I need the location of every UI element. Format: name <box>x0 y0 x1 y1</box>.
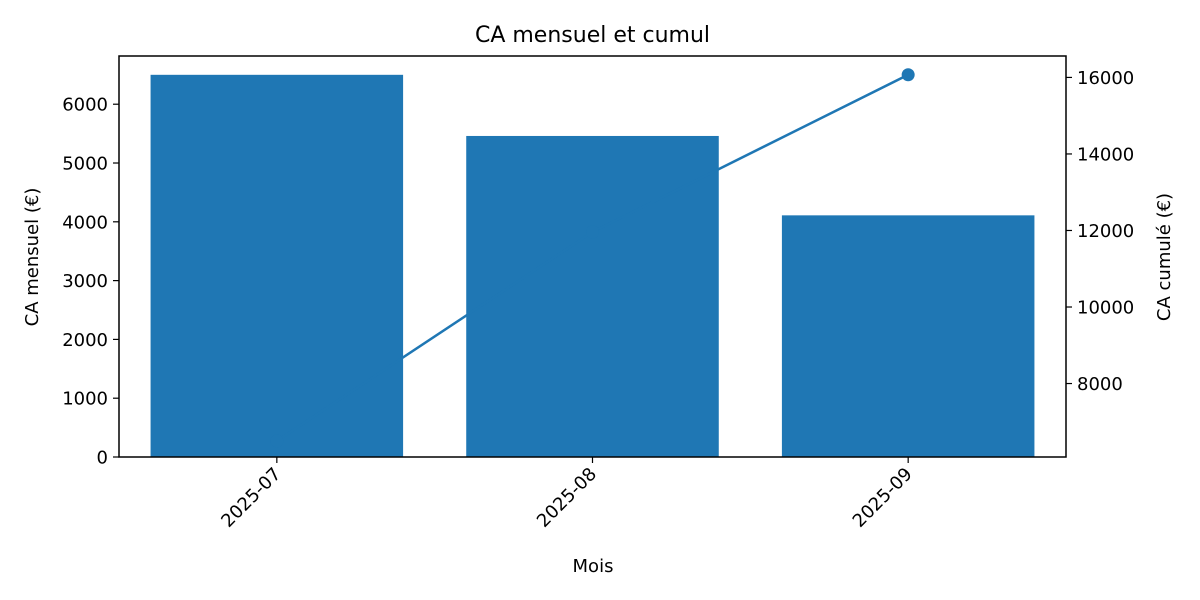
left-y-tick-label: 5000 <box>62 154 108 175</box>
bar-2025-08 <box>466 135 719 457</box>
left-y-tick-label: 3000 <box>62 271 108 292</box>
right-y-axis-label: CA cumulé (€) <box>1154 193 1175 321</box>
left-y-tick-label: 6000 <box>62 95 108 116</box>
bars-layer <box>150 74 1035 457</box>
bar-2025-09 <box>781 215 1035 457</box>
right-y-tick-label: 10000 <box>1077 298 1134 319</box>
left-y-axis-label: CA mensuel (€) <box>22 188 43 327</box>
x-tick-label: 2025-07 <box>217 464 285 532</box>
right-y-tick-label: 12000 <box>1077 221 1134 242</box>
x-axis-label: Mois <box>573 556 614 577</box>
left-y-tick-label: 0 <box>97 448 108 469</box>
left-y-tick-label: 4000 <box>62 212 108 233</box>
cumulative-points-layer <box>270 68 915 448</box>
cumulative-point-2025-07 <box>270 434 284 448</box>
left-y-axis: 0 1000 2000 3000 4000 5000 6000 <box>62 95 119 469</box>
bar-2025-07 <box>150 74 404 457</box>
x-axis: 2025-07 2025-08 2025-09 <box>217 457 917 532</box>
left-y-tick-label: 2000 <box>62 330 108 351</box>
chart-title: CA mensuel et cumul <box>475 23 710 48</box>
x-tick-label: 2025-09 <box>849 464 917 532</box>
right-y-tick-label: 8000 <box>1077 374 1123 395</box>
cumulative-point-2025-09 <box>901 68 915 82</box>
x-tick-label: 2025-08 <box>533 464 601 532</box>
right-y-tick-label: 14000 <box>1077 144 1134 165</box>
left-y-tick-label: 1000 <box>62 389 108 410</box>
right-y-axis: 8000 10000 12000 14000 16000 <box>1066 68 1134 395</box>
cumulative-point-2025-08 <box>586 225 599 239</box>
right-y-tick-label: 16000 <box>1077 68 1134 89</box>
